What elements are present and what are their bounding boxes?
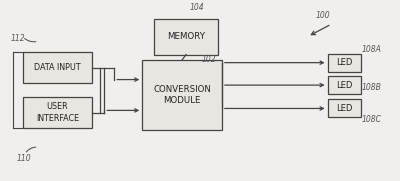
Text: 108C: 108C	[362, 115, 382, 124]
Bar	[154, 19, 218, 55]
Bar	[23, 97, 92, 128]
Text: LED: LED	[336, 58, 353, 67]
Text: 108B: 108B	[362, 83, 381, 92]
Text: CONVERSION
MODULE: CONVERSION MODULE	[153, 85, 211, 105]
Text: DATA INPUT: DATA INPUT	[34, 63, 81, 72]
Text: 104: 104	[190, 3, 205, 12]
Text: LED: LED	[336, 104, 353, 113]
Bar	[328, 100, 362, 117]
Text: 100: 100	[316, 10, 330, 20]
Text: 110: 110	[17, 154, 31, 163]
Text: MEMORY: MEMORY	[167, 32, 205, 41]
Text: USER
INTERFACE: USER INTERFACE	[36, 102, 79, 123]
Text: 102: 102	[202, 55, 217, 64]
Text: LED: LED	[336, 81, 353, 90]
Bar	[23, 52, 92, 83]
Bar	[328, 54, 362, 72]
Text: 108A: 108A	[362, 45, 381, 54]
Bar	[328, 76, 362, 94]
Bar	[142, 60, 222, 130]
Text: 112: 112	[11, 34, 25, 43]
